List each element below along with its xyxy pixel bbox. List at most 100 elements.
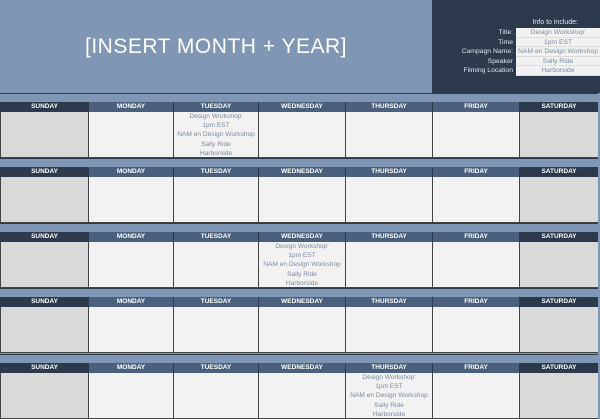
day-cell[interactable] xyxy=(173,177,258,223)
day-header-saturday: SATURDAY xyxy=(519,232,598,242)
day-cell[interactable] xyxy=(519,307,598,353)
day-cell[interactable] xyxy=(519,242,598,288)
day-header-tuesday: TUESDAY xyxy=(173,167,258,177)
day-cell[interactable] xyxy=(0,373,88,419)
day-header-tuesday: TUESDAY xyxy=(173,102,258,112)
event-line: Design Workshop' xyxy=(189,113,243,120)
day-header-friday: FRIDAY xyxy=(432,102,519,112)
day-cell[interactable]: Design Workshop' 1pm EST NAM en Design Wor… xyxy=(345,373,432,419)
day-cell[interactable] xyxy=(173,307,258,353)
day-cell[interactable] xyxy=(88,242,173,288)
day-header-tuesday: TUESDAY xyxy=(173,297,258,307)
day-cells-row: Design Workshop' 1pm EST NAM en Design Wor… xyxy=(0,242,598,288)
event-line: Harborside xyxy=(372,410,406,418)
day-cell[interactable]: Design Workshop' 1pm EST NAM en Design Wor… xyxy=(258,242,345,288)
day-cell[interactable] xyxy=(519,177,598,223)
event-line: Harborside xyxy=(199,149,233,157)
day-header-thursday: THURSDAY xyxy=(345,167,432,177)
info-label: Speaker xyxy=(487,57,513,65)
info-value[interactable]: NAM en Design Workshop xyxy=(516,47,600,57)
day-header-saturday: SATURDAY xyxy=(519,102,598,112)
info-label: Time xyxy=(498,38,513,46)
day-header-monday: MONDAY xyxy=(88,102,173,112)
day-header-wednesday: WEDNESDAY xyxy=(258,297,345,307)
day-cell[interactable] xyxy=(519,373,598,419)
day-header-monday: MONDAY xyxy=(88,297,173,307)
day-cell[interactable] xyxy=(345,307,432,353)
event-line: Sally Ride xyxy=(374,401,404,409)
day-header-sunday: SUNDAY xyxy=(0,102,88,112)
day-cell[interactable] xyxy=(432,177,519,223)
day-header-row: SUNDAY MONDAY TUESDAY WEDNESDAY THURSDAY FRID… xyxy=(0,363,598,373)
day-cell[interactable] xyxy=(258,112,345,158)
day-header-friday: FRIDAY xyxy=(432,167,519,177)
event-line: NAM en Design Workshop xyxy=(263,261,341,269)
info-row: Filming Location Harborside xyxy=(432,66,600,76)
day-header-saturday: SATURDAY xyxy=(519,363,598,373)
day-cell[interactable] xyxy=(432,242,519,288)
day-cell[interactable] xyxy=(88,307,173,353)
day-cell[interactable] xyxy=(345,112,432,158)
event-line: Design Workshop' xyxy=(275,243,329,250)
day-cell[interactable] xyxy=(519,112,598,158)
day-cell[interactable]: Design Workshop' 1pm EST NAM en Design Wor… xyxy=(173,112,258,158)
day-cell[interactable] xyxy=(345,242,432,288)
day-cell[interactable] xyxy=(345,177,432,223)
day-cell[interactable] xyxy=(0,112,88,158)
day-cell[interactable] xyxy=(88,112,173,158)
day-header-tuesday: TUESDAY xyxy=(173,232,258,242)
event-line: Design Workshop' xyxy=(362,374,416,381)
info-panel: Info to include: Title: Design Workshop' T… xyxy=(432,0,600,93)
day-cell[interactable] xyxy=(432,307,519,353)
title-banner: [INSERT MONTH + YEAR] xyxy=(0,0,432,93)
event-line: 1pm EST xyxy=(375,383,403,391)
day-header-thursday: THURSDAY xyxy=(345,232,432,242)
info-value[interactable]: Harborside xyxy=(516,66,600,76)
info-row: Title: Design Workshop' xyxy=(432,28,600,38)
info-label: Campagn Name: xyxy=(461,48,513,55)
day-header-monday: MONDAY xyxy=(88,167,173,177)
week-spacer xyxy=(0,158,598,167)
day-header-saturday: SATURDAY xyxy=(519,167,598,177)
day-header-row: SUNDAY MONDAY TUESDAY WEDNESDAY THURSDAY FRID… xyxy=(0,167,598,177)
day-cell[interactable] xyxy=(0,307,88,353)
day-header-wednesday: WEDNESDAY xyxy=(258,102,345,112)
day-cell[interactable] xyxy=(258,177,345,223)
event-line: NAM en Design Workshop xyxy=(177,131,255,139)
day-cell[interactable] xyxy=(0,177,88,223)
info-row: Time 1pm EST xyxy=(432,37,600,47)
day-cell[interactable] xyxy=(0,242,88,288)
day-header-saturday: SATURDAY xyxy=(519,297,598,307)
day-header-row: SUNDAY MONDAY TUESDAY WEDNESDAY THURSDAY FRID… xyxy=(0,297,598,307)
day-cell[interactable] xyxy=(432,373,519,419)
info-label: Title: xyxy=(498,29,513,36)
day-cells-row: Design Workshop' 1pm EST NAM en Design Wor… xyxy=(0,112,598,158)
day-header-wednesday: WEDNESDAY xyxy=(258,363,345,373)
week-spacer xyxy=(0,354,598,363)
info-value[interactable]: 1pm EST xyxy=(516,37,600,47)
day-header-sunday: SUNDAY xyxy=(0,297,88,307)
day-cell[interactable] xyxy=(432,112,519,158)
day-header-monday: MONDAY xyxy=(88,232,173,242)
info-value[interactable]: Sally Ride xyxy=(516,56,600,66)
week-spacer xyxy=(0,288,598,297)
week-spacer xyxy=(0,93,598,102)
day-cell[interactable] xyxy=(258,373,345,419)
info-value[interactable]: Design Workshop' xyxy=(516,28,600,38)
day-cell[interactable] xyxy=(88,373,173,419)
day-header-monday: MONDAY xyxy=(88,363,173,373)
day-header-sunday: SUNDAY xyxy=(0,167,88,177)
event-line: 1pm EST xyxy=(288,252,316,260)
day-header-thursday: THURSDAY xyxy=(345,297,432,307)
day-cell[interactable] xyxy=(173,242,258,288)
day-cells-row xyxy=(0,177,598,223)
day-cells-row: Design Workshop' 1pm EST NAM en Design Wor… xyxy=(0,373,598,419)
info-row: Speaker Sally Ride xyxy=(432,56,600,66)
event-line: Harborside xyxy=(285,279,319,287)
week-spacer xyxy=(0,223,598,232)
day-cell[interactable] xyxy=(173,373,258,419)
day-cell[interactable] xyxy=(88,177,173,223)
day-header-sunday: SUNDAY xyxy=(0,363,88,373)
day-cells-row xyxy=(0,307,598,353)
day-cell[interactable] xyxy=(258,307,345,353)
